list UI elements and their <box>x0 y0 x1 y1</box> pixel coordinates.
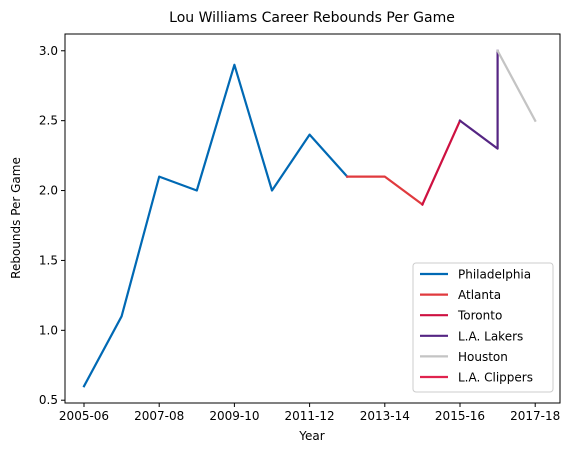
series-line-atlanta <box>346 175 424 207</box>
plot-frame <box>64 33 561 404</box>
x-tick-label: 2017-18 <box>510 409 560 423</box>
plot-area <box>82 49 537 388</box>
legend-label-houston: Houston <box>458 350 508 364</box>
y-tick-label: 1.5 <box>39 253 58 267</box>
x-axis-ticks: 2005-06 2007-08 2009-10 2011-12 2013-14 2015-… <box>59 403 560 423</box>
x-tick-label: 2009-10 <box>209 409 259 423</box>
legend-label-l-a-clippers: L.A. Clippers <box>458 371 533 385</box>
series-line-houston <box>496 49 537 123</box>
series-line-l-a-lakers <box>458 49 499 150</box>
chart-title: Lou Williams Career Rebounds Per Game <box>169 10 455 26</box>
legend-label-philadelphia: Philadelphia <box>458 268 531 282</box>
series-line-toronto <box>420 119 462 206</box>
x-axis-label: Year <box>298 429 324 443</box>
legend: Philadelphia Atlanta Toronto L.A. Lakers Hou… <box>412 262 554 393</box>
y-tick-label: 1.0 <box>39 323 58 337</box>
legend-label-atlanta: Atlanta <box>458 288 501 302</box>
x-tick-label: 2013-14 <box>360 409 410 423</box>
x-tick-label: 2015-16 <box>435 409 485 423</box>
y-tick-label: 2.5 <box>39 114 58 128</box>
legend-label-l-a-lakers: L.A. Lakers <box>458 329 523 343</box>
legend-label-toronto: Toronto <box>457 309 502 323</box>
x-tick-label: 2007-08 <box>134 409 184 423</box>
y-tick-label: 0.5 <box>39 393 58 407</box>
series-line-philadelphia <box>82 63 349 388</box>
y-tick-label: 3.0 <box>39 44 58 58</box>
x-tick-label: 2005-06 <box>59 409 109 423</box>
x-tick-label: 2011-12 <box>285 409 335 423</box>
y-tick-label: 2.0 <box>39 184 58 198</box>
y-axis-ticks: 0.5 1.0 1.5 2.0 2.5 3.0 <box>39 44 65 407</box>
y-axis-label: Rebounds Per Game <box>9 157 23 279</box>
